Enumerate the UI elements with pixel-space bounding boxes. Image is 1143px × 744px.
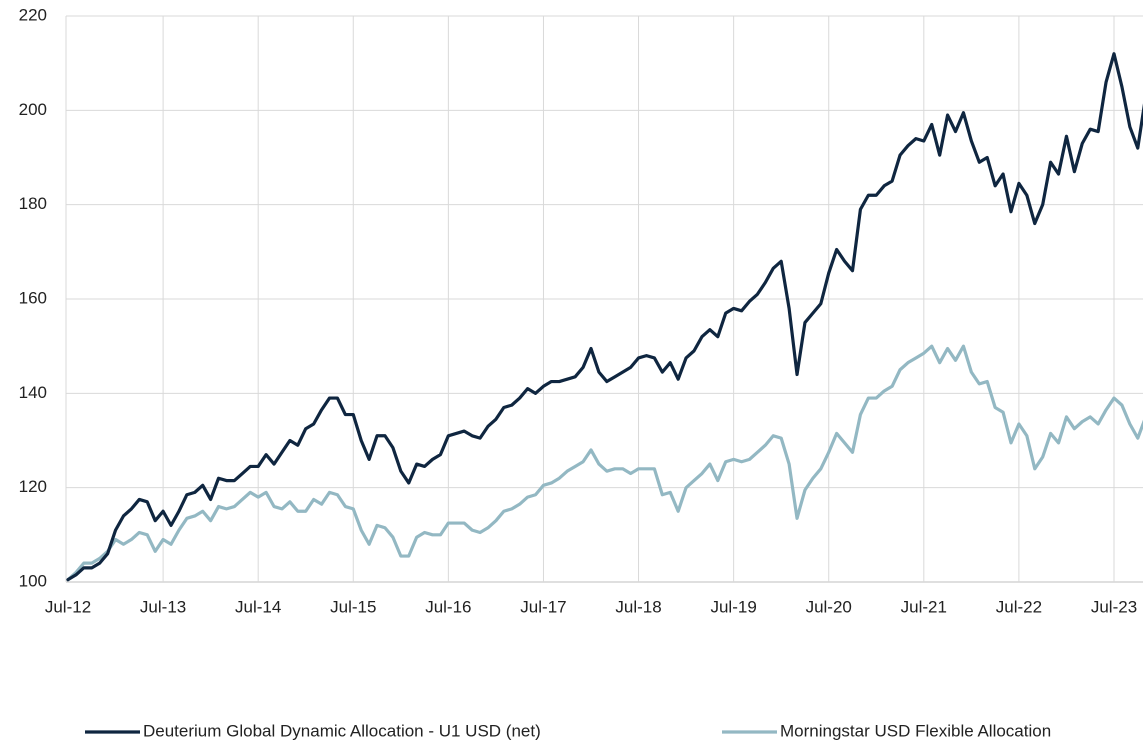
y-tick-label: 140 [19,383,47,402]
x-tick-label: Jul-15 [330,597,376,616]
x-tick-label: Jul-12 [45,597,91,616]
x-tick-label: Jul-21 [901,597,947,616]
y-tick-label: 120 [19,477,47,496]
x-tick-label: Jul-16 [425,597,471,616]
legend-label: Deuterium Global Dynamic Allocation - U1… [143,721,541,740]
plot-area [66,52,1143,582]
grid [65,15,1143,583]
x-tick-label: Jul-14 [235,597,281,616]
series-line [66,344,1143,582]
x-tick-label: Jul-13 [140,597,186,616]
y-tick-label: 180 [19,194,47,213]
y-tick-label: 200 [19,100,47,119]
y-tick-label: 220 [19,5,47,24]
x-tick-label: Jul-23 [1091,597,1137,616]
axis-labels: 100 120 140 160 180 200 220 Jul-12 Jul-13 Jul-14 J… [19,5,1138,616]
series-line [66,52,1143,582]
legend: Deuterium Global Dynamic Allocation - U1… [85,721,1051,740]
x-tick-label: Jul-17 [520,597,566,616]
x-tick-label: Jul-22 [996,597,1042,616]
x-tick-label: Jul-19 [710,597,756,616]
y-tick-label: 100 [19,571,47,590]
legend-label: Morningstar USD Flexible Allocation [780,721,1051,740]
y-tick-label: 160 [19,288,47,307]
x-tick-label: Jul-20 [806,597,852,616]
x-tick-label: Jul-18 [615,597,661,616]
